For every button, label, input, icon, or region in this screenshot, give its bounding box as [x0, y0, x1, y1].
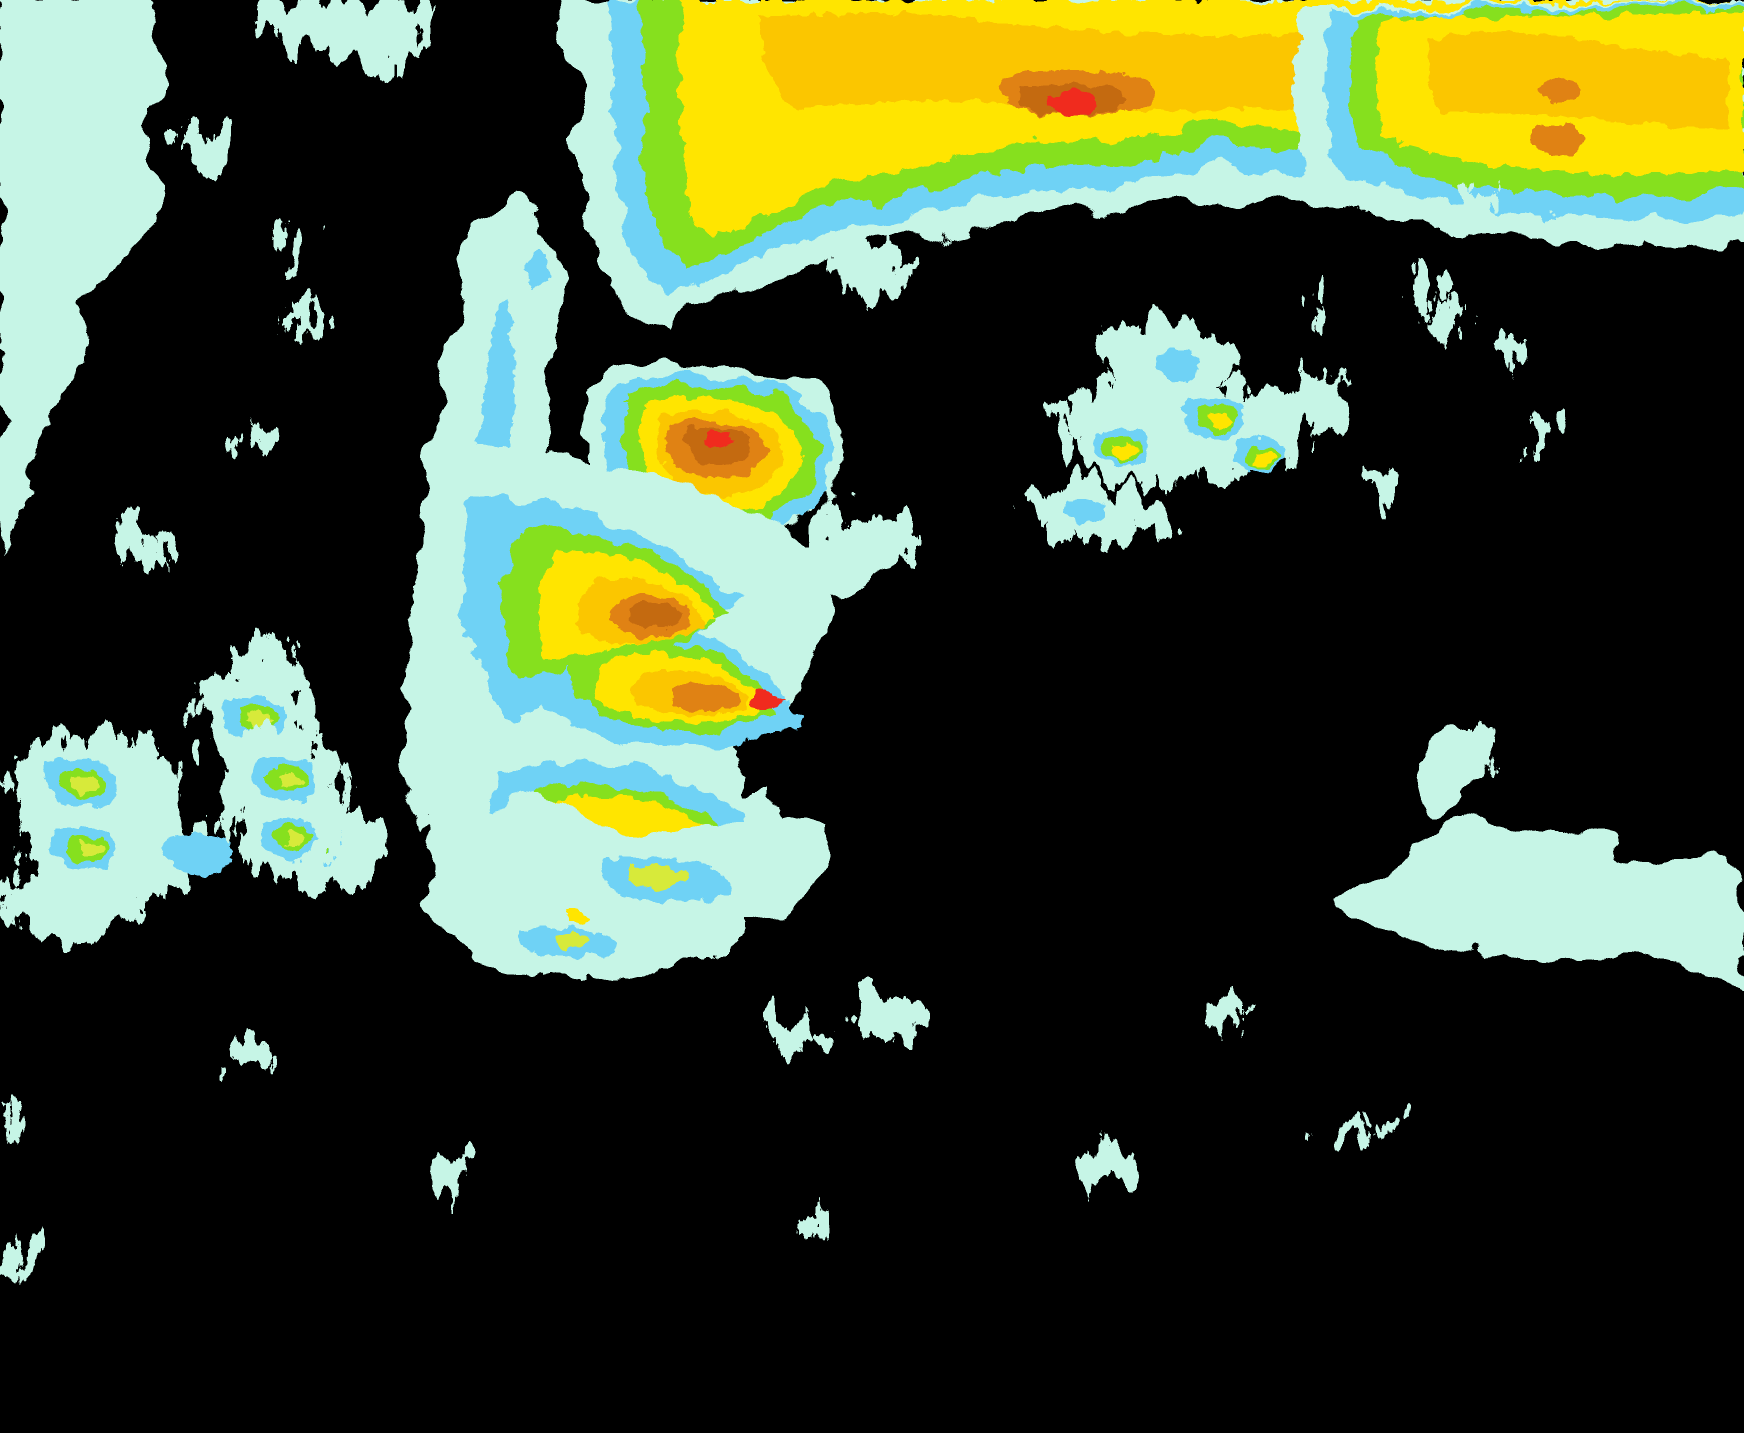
region-south-central-scattered-cells — [226, 637, 346, 879]
region-north-east-cell-cluster — [1294, 0, 1744, 246]
region-south-central-light-apron — [430, 808, 830, 973]
region-north-west-light-mass — [0, 0, 430, 560]
region-scattered-micro-echoes — [0, 226, 1496, 1282]
region-east-scattered-cells — [1026, 323, 1352, 543]
region-north-east-slivers — [1410, 188, 1552, 460]
region-south-east-light-patch — [1330, 735, 1744, 985]
